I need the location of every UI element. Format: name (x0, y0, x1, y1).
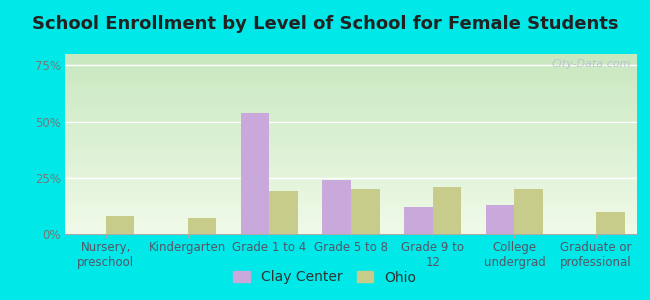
Bar (188, 218, 216, 234)
Legend: Clay Center, Ohio: Clay Center, Ohio (228, 265, 422, 290)
Bar (433, 187, 462, 234)
Bar (240, 112, 269, 234)
Bar (404, 207, 433, 234)
Bar (486, 205, 514, 234)
Bar (106, 216, 135, 234)
Bar (514, 189, 543, 234)
Bar (269, 191, 298, 234)
Bar (351, 189, 380, 234)
Text: School Enrollment by Level of School for Female Students: School Enrollment by Level of School for… (32, 15, 618, 33)
Text: City-Data.com: City-Data.com (552, 59, 631, 69)
Bar (596, 212, 625, 234)
Bar (322, 180, 351, 234)
